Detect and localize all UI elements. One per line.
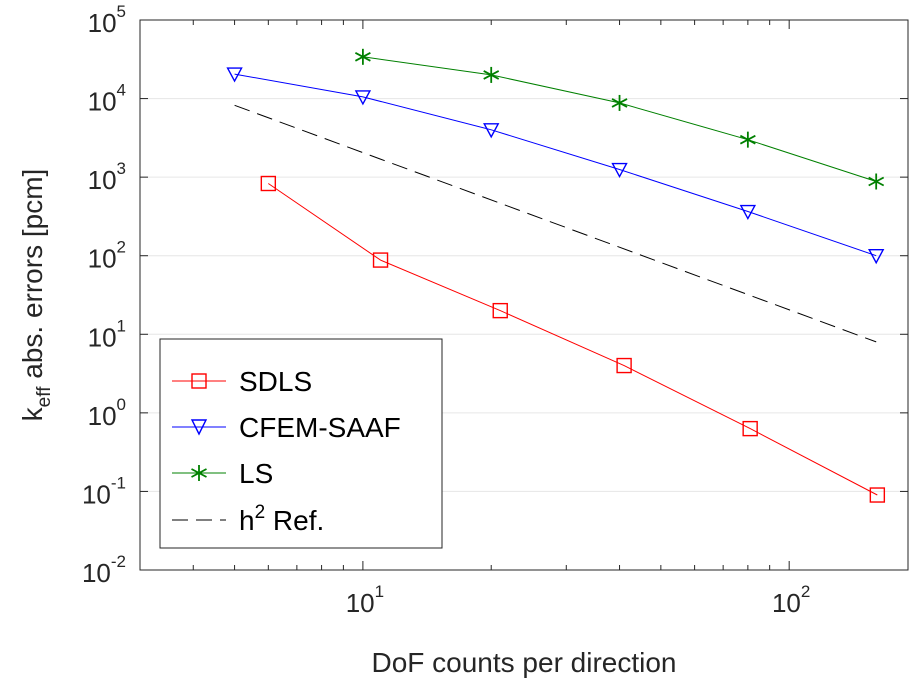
y-axis-title-main: k <box>17 406 48 421</box>
data-point-cfem-saaf <box>483 123 500 139</box>
y-tick-label: 101 <box>88 316 126 352</box>
data-point-sdls <box>742 420 758 437</box>
legend-label-cfem-saaf: CFEM-SAAF <box>239 412 401 443</box>
series-h2-ref <box>234 104 877 343</box>
data-point-cfem-saaf <box>611 162 628 179</box>
series-ls <box>354 48 885 190</box>
y-tick-label: 100 <box>88 395 126 431</box>
y-axis-title: keff abs. errors [pcm] <box>17 169 55 422</box>
x-axis-title: DoF counts per direction <box>371 647 676 678</box>
legend-label-sdls: SDLS <box>239 366 312 397</box>
series-line-h2-ref <box>234 104 877 343</box>
legend-label-ls: LS <box>239 458 273 489</box>
legend-marker-ls <box>191 465 207 481</box>
series-line-sdls <box>268 183 878 496</box>
legend-marker-cfem-saaf <box>190 419 208 436</box>
data-point-cfem-saaf <box>868 249 885 265</box>
x-tick-label: 101 <box>346 582 384 618</box>
legend-marker-sdls <box>191 373 207 389</box>
y-tick-label: 10-2 <box>82 552 126 588</box>
data-point-sdls <box>260 175 277 192</box>
y-axis-title-rest: abs. errors [pcm] <box>17 169 48 387</box>
legend-box <box>159 338 443 549</box>
data-point-ls-stroke <box>868 176 885 187</box>
y-tick-label: 104 <box>88 81 126 117</box>
data-point-ls <box>354 48 371 65</box>
data-point-cfem-saaf <box>739 204 757 221</box>
y-axis-title-sub: eff <box>34 386 55 408</box>
y-tick-label: 10-1 <box>82 473 126 509</box>
y-tick-label: 103 <box>88 159 126 195</box>
data-point-sdls <box>372 252 389 268</box>
data-point-ls-stroke <box>739 134 756 145</box>
legend-item-cfem-saaf: CFEM-SAAF <box>172 412 401 443</box>
data-point-sdls <box>492 302 508 319</box>
data-point-ls <box>611 94 628 111</box>
data-point-ls-stroke <box>483 70 500 80</box>
data-point-sdls <box>616 357 632 374</box>
series-layer <box>226 48 886 503</box>
data-point-cfem-saaf <box>354 90 372 106</box>
series-line-cfem-saaf <box>234 73 877 257</box>
data-point-ls <box>868 173 885 190</box>
plot-frame <box>139 19 909 571</box>
data-point-cfem-saaf <box>226 67 243 83</box>
series-cfem-saaf <box>226 67 885 265</box>
legend-label-h2-ref: h2 Ref. <box>239 502 324 536</box>
data-point-ls-stroke <box>354 52 371 62</box>
x-tick-label: 102 <box>772 582 810 618</box>
data-point-ls <box>739 131 756 148</box>
data-point-ls-stroke <box>611 98 628 108</box>
legend-item-sdls: SDLS <box>172 366 312 397</box>
axis-ticks: 10-2 10-1 100 101 102 103 104 105 101 102 <box>82 2 908 618</box>
y-tick-label: 105 <box>88 2 126 38</box>
legend-item-h2-ref: h2 Ref. <box>172 502 324 536</box>
data-point-sdls <box>869 487 886 503</box>
y-tick-label: 102 <box>88 238 126 274</box>
data-point-ls <box>483 66 500 83</box>
series-sdls <box>260 175 886 503</box>
legend-item-ls: LS <box>172 458 273 489</box>
legend: SDLS CFEM-SAAF LS h2 Ref. <box>159 338 443 549</box>
